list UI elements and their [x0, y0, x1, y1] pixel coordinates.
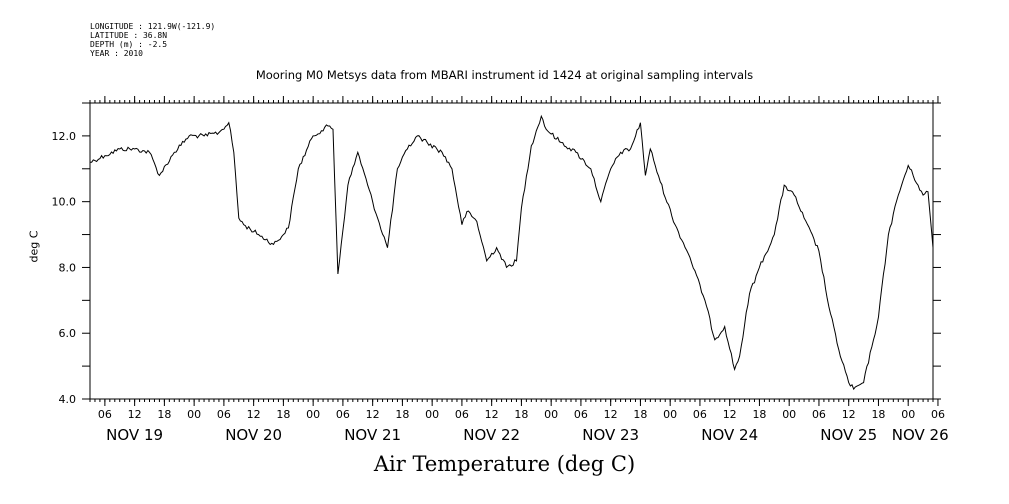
- chart-title: Mooring M0 Metsys data from MBARI instru…: [255, 68, 754, 82]
- x-day-label: NOV 22: [463, 426, 520, 444]
- latitude-label: LATITUDE : 36.8N: [90, 31, 168, 40]
- x-hour-tick-label: 00: [782, 408, 796, 421]
- y-tick-label: 6.0: [59, 327, 77, 340]
- x-hour-tick-label: 12: [842, 408, 856, 421]
- y-tick-labels: 4.0 6.0 8.0 10.0 12.0: [52, 130, 77, 406]
- x-hour-tick-label: 18: [752, 408, 766, 421]
- x-hour-tick-label: 18: [871, 408, 885, 421]
- x-hour-tick-label: 12: [485, 408, 499, 421]
- x-day-label: NOV 23: [582, 426, 639, 444]
- x-hour-tick-label: 18: [514, 408, 528, 421]
- x-hour-tick-label: 12: [128, 408, 142, 421]
- x-hour-tick-label: 12: [604, 408, 618, 421]
- y-tick-label: 12.0: [52, 130, 77, 143]
- x-day-label: NOV 21: [344, 426, 401, 444]
- x-tick-labels: 06 12 18 00 06 12 18 00 06 12 18 00 06 12 18 00 06 12 18 00…: [98, 408, 949, 444]
- y-tick-label: 4.0: [59, 393, 77, 406]
- x-hour-tick-label: 06: [217, 408, 231, 421]
- x-hour-tick-label: 06: [455, 408, 469, 421]
- depth-label: DEPTH (m) : -2.5: [90, 40, 168, 49]
- x-hour-tick-label: 06: [574, 408, 588, 421]
- x-hour-tick-label: 00: [425, 408, 439, 421]
- x-hour-tick-label: 12: [366, 408, 380, 421]
- year-label: YEAR : 2010: [90, 49, 143, 58]
- x-hour-tick-label: 18: [395, 408, 409, 421]
- x-hour-tick-label: 06: [931, 408, 945, 421]
- x-hour-tick-label: 06: [336, 408, 350, 421]
- x-day-label: NOV 24: [701, 426, 758, 444]
- x-hour-tick-label: 12: [723, 408, 737, 421]
- x-day-label: NOV 19: [106, 426, 163, 444]
- x-day-label: NOV 26: [892, 426, 949, 444]
- axis-ticks: [82, 96, 941, 406]
- x-hour-tick-label: 18: [633, 408, 647, 421]
- x-hour-tick-label: 18: [157, 408, 171, 421]
- x-axis-label: Air Temperature (deg C): [373, 452, 636, 476]
- x-hour-tick-label: 00: [901, 408, 915, 421]
- x-day-label: NOV 25: [820, 426, 877, 444]
- x-hour-tick-label: 06: [98, 408, 112, 421]
- x-hour-tick-label: 00: [544, 408, 558, 421]
- longitude-label: LONGITUDE : 121.9W(-121.9): [90, 22, 216, 31]
- series-group: [90, 114, 934, 391]
- x-hour-tick-label: 00: [663, 408, 677, 421]
- y-tick-label: 8.0: [59, 261, 77, 274]
- x-hour-tick-label: 18: [276, 408, 290, 421]
- x-hour-tick-label: 00: [187, 408, 201, 421]
- y-tick-label: 10.0: [52, 196, 77, 209]
- series-line: [90, 114, 934, 391]
- x-day-label: NOV 20: [225, 426, 282, 444]
- x-hour-tick-label: 06: [693, 408, 707, 421]
- x-hour-tick-label: 12: [247, 408, 261, 421]
- plot-frame: [89, 102, 934, 400]
- x-hour-tick-label: 06: [812, 408, 826, 421]
- x-hour-tick-label: 00: [306, 408, 320, 421]
